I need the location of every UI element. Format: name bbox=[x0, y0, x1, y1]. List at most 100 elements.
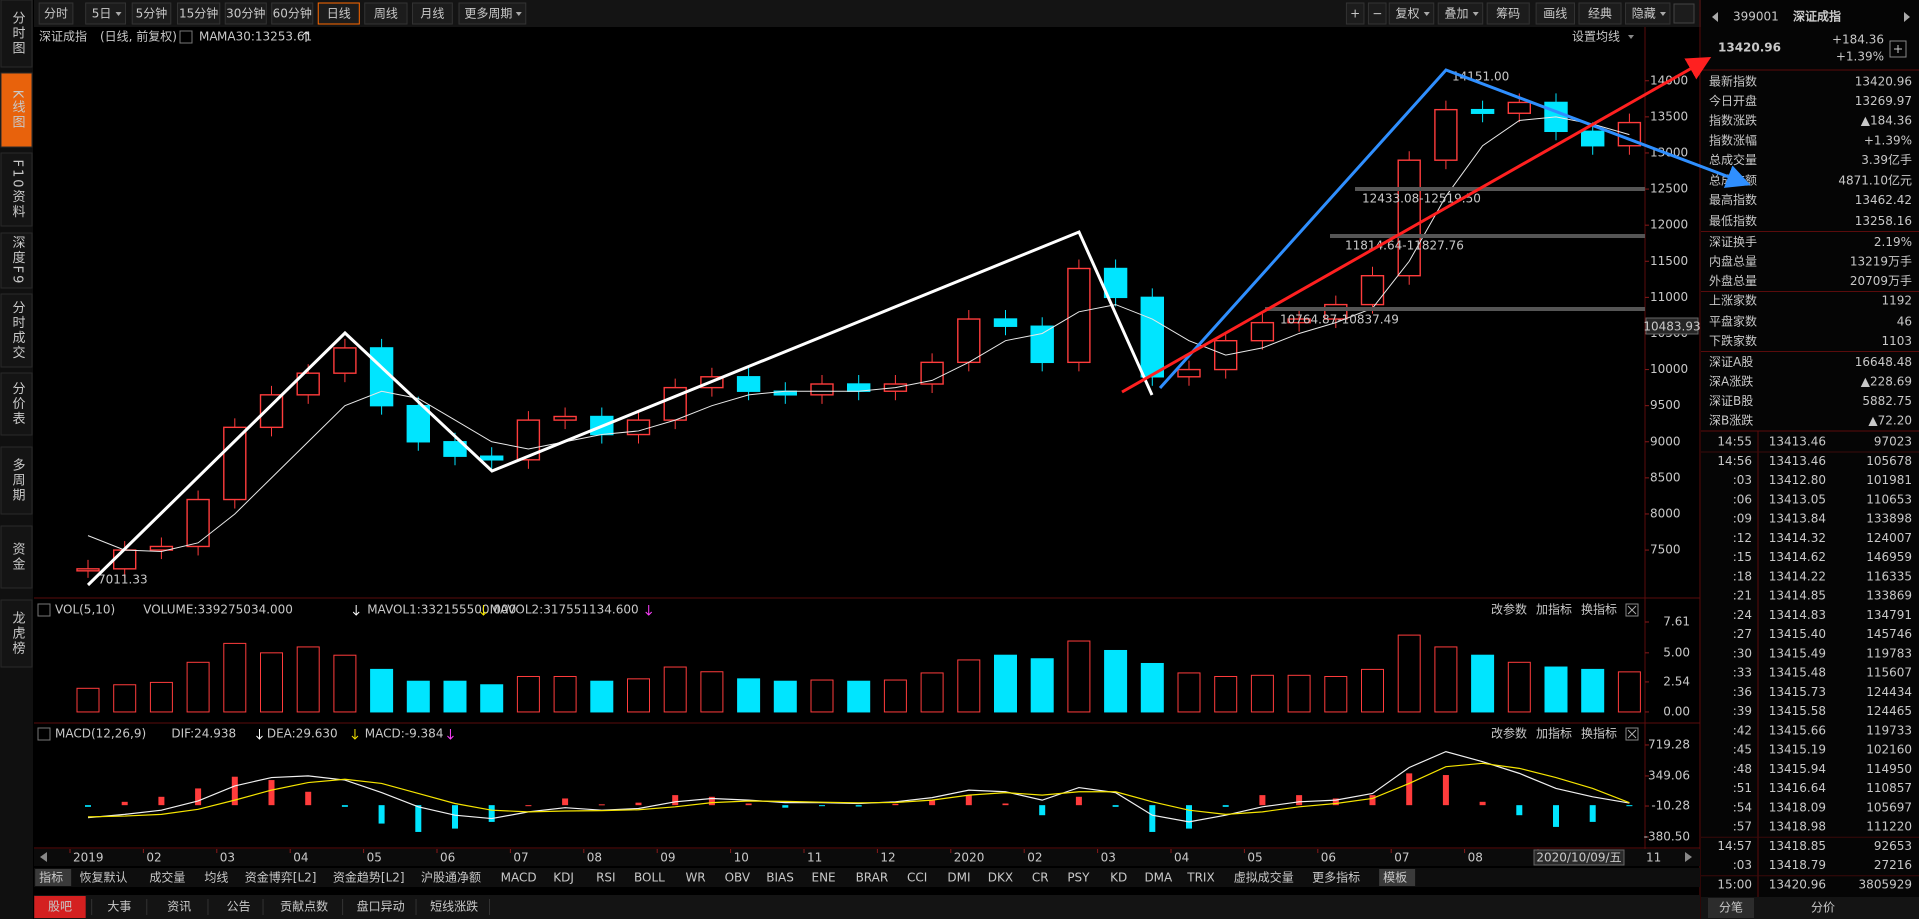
pane-button[interactable]: 换指标 bbox=[1581, 602, 1617, 617]
scroll-left[interactable] bbox=[40, 852, 47, 862]
indicator-tab[interactable]: CCI bbox=[907, 871, 927, 885]
help-box[interactable] bbox=[179, 30, 193, 44]
pane-button[interactable]: 改参数 bbox=[1491, 602, 1527, 617]
help-box[interactable] bbox=[37, 603, 51, 617]
indicator-tab[interactable]: 沪股通净额 bbox=[421, 871, 481, 885]
bottom-tab[interactable]: 短线涨跌 bbox=[430, 899, 478, 914]
bottom-tab[interactable]: 资讯 bbox=[167, 900, 191, 914]
bottom-tab[interactable]: 贡献点数 bbox=[280, 899, 328, 914]
sidebar-tab[interactable] bbox=[0, 372, 33, 436]
indicator-tab[interactable]: WR bbox=[685, 871, 705, 885]
period-label[interactable]: 更多周期 bbox=[464, 7, 512, 21]
pane-button[interactable]: 加指标 bbox=[1536, 602, 1572, 617]
tool-label[interactable]: − bbox=[1372, 7, 1382, 21]
tool-button[interactable] bbox=[1535, 2, 1576, 25]
indicator-tab[interactable]: DKX bbox=[988, 871, 1013, 885]
bottom-tab[interactable]: 盘口异动 bbox=[357, 899, 405, 914]
tool-label[interactable]: 筹码 bbox=[1496, 7, 1520, 21]
period-button[interactable] bbox=[364, 2, 408, 25]
indicator-tab[interactable]: OBV bbox=[725, 871, 751, 885]
pane-close[interactable] bbox=[1625, 727, 1639, 741]
bottom-tab[interactable]: 公告 bbox=[227, 900, 251, 914]
pane-close[interactable] bbox=[1625, 603, 1639, 617]
indicator-tab[interactable]: BIAS bbox=[766, 871, 794, 885]
pane-button[interactable]: 加指标 bbox=[1536, 726, 1572, 741]
indicator-tab[interactable]: BRAR bbox=[856, 871, 889, 885]
indicator-tab[interactable]: 指标 bbox=[39, 870, 63, 885]
period-button[interactable] bbox=[411, 2, 453, 25]
period-label[interactable]: 月线 bbox=[420, 7, 444, 21]
period-button[interactable] bbox=[38, 2, 74, 25]
sidebar-label[interactable]: 资金 bbox=[10, 542, 26, 572]
sidebar-tab[interactable] bbox=[0, 232, 33, 289]
period-label[interactable]: 30分钟 bbox=[226, 6, 265, 21]
pane-button[interactable]: 换指标 bbox=[1581, 726, 1617, 741]
period-button[interactable] bbox=[131, 2, 172, 25]
period-button[interactable] bbox=[85, 2, 127, 25]
sidebar-label[interactable]: 深度F9 bbox=[10, 236, 26, 286]
period-button[interactable] bbox=[271, 2, 314, 25]
trade-tab[interactable]: 分笔 bbox=[1719, 900, 1743, 915]
indicator-tab[interactable]: 资金博弈[L2] bbox=[245, 870, 317, 885]
period-button[interactable] bbox=[458, 2, 527, 25]
indicator-tab[interactable]: 均线 bbox=[204, 871, 228, 885]
tool-label[interactable]: 隐藏 bbox=[1632, 7, 1656, 21]
period-button[interactable] bbox=[317, 2, 360, 25]
period-label[interactable]: 日线 bbox=[327, 7, 351, 21]
sidebar-label[interactable]: K线图 bbox=[10, 90, 26, 131]
period-label[interactable]: 60分钟 bbox=[273, 6, 312, 21]
sidebar-label[interactable]: F10资料 bbox=[10, 159, 26, 219]
sidebar-tab[interactable] bbox=[0, 293, 33, 368]
fullscreen-button[interactable] bbox=[1673, 3, 1695, 24]
indicator-tab[interactable]: MACD bbox=[501, 871, 537, 885]
tool-label[interactable]: 经典 bbox=[1588, 7, 1612, 21]
tool-button[interactable] bbox=[1486, 2, 1530, 25]
sidebar-tab[interactable] bbox=[0, 525, 33, 589]
pane-button[interactable]: 改参数 bbox=[1491, 726, 1527, 741]
tool-label[interactable]: 画线 bbox=[1543, 7, 1567, 21]
indicator-tab[interactable]: PSY bbox=[1067, 871, 1090, 885]
sidebar-label[interactable]: 分时图 bbox=[10, 11, 26, 56]
indicator-tab[interactable]: 更多指标 bbox=[1312, 870, 1360, 885]
scroll-right[interactable] bbox=[1685, 852, 1692, 862]
trade-tab[interactable]: 分价 bbox=[1811, 901, 1835, 915]
indicator-tab[interactable]: 模板 bbox=[1383, 871, 1407, 885]
indicator-tab[interactable]: KDJ bbox=[553, 871, 574, 885]
period-label[interactable]: 周线 bbox=[374, 7, 398, 21]
sidebar-tab[interactable] bbox=[0, 0, 33, 68]
tool-label[interactable]: 复权 bbox=[1395, 7, 1419, 21]
bottom-tab[interactable]: 股吧 bbox=[48, 900, 72, 914]
prev-arrow[interactable] bbox=[1712, 12, 1718, 22]
indicator-tab[interactable]: 资金趋势[L2] bbox=[333, 870, 405, 885]
tool-button[interactable] bbox=[1388, 2, 1435, 25]
tool-button[interactable] bbox=[1367, 2, 1387, 25]
sidebar-tab[interactable] bbox=[0, 152, 33, 227]
indicator-tab[interactable]: ENE bbox=[812, 871, 836, 885]
period-button[interactable] bbox=[224, 2, 267, 25]
sidebar-label[interactable]: 多周期 bbox=[10, 457, 26, 503]
period-button[interactable] bbox=[176, 2, 221, 25]
indicator-tab[interactable]: TRIX bbox=[1186, 871, 1214, 885]
indicator-tab[interactable]: 虚拟成交量 bbox=[1234, 870, 1294, 885]
sidebar-label[interactable]: 分价表 bbox=[10, 382, 26, 427]
next-arrow[interactable] bbox=[1904, 12, 1910, 22]
indicator-tab[interactable]: BOLL bbox=[634, 871, 665, 885]
indicator-tab[interactable]: DMI bbox=[947, 871, 970, 885]
period-label[interactable]: 5分钟 bbox=[136, 6, 168, 21]
period-label[interactable]: 分时 bbox=[44, 7, 68, 21]
tool-button[interactable] bbox=[1624, 2, 1671, 25]
sidebar-tab[interactable] bbox=[0, 72, 33, 148]
ma-settings[interactable]: 设置均线 bbox=[1572, 30, 1620, 44]
sidebar-label[interactable]: 龙虎榜 bbox=[10, 611, 26, 656]
sidebar-label[interactable]: 分时成交 bbox=[10, 301, 26, 361]
indicator-tab[interactable]: KD bbox=[1110, 871, 1127, 885]
tool-label[interactable]: + bbox=[1350, 7, 1360, 21]
tool-button[interactable] bbox=[1578, 2, 1622, 25]
tool-button[interactable] bbox=[1345, 2, 1365, 25]
add-button[interactable] bbox=[1889, 40, 1907, 58]
help-box[interactable] bbox=[37, 727, 51, 741]
indicator-tab[interactable]: DMA bbox=[1144, 871, 1173, 885]
tool-label[interactable]: 叠加 bbox=[1444, 7, 1468, 21]
sidebar-tab[interactable] bbox=[0, 446, 33, 515]
indicator-tab[interactable]: 恢复默认 bbox=[80, 870, 128, 885]
